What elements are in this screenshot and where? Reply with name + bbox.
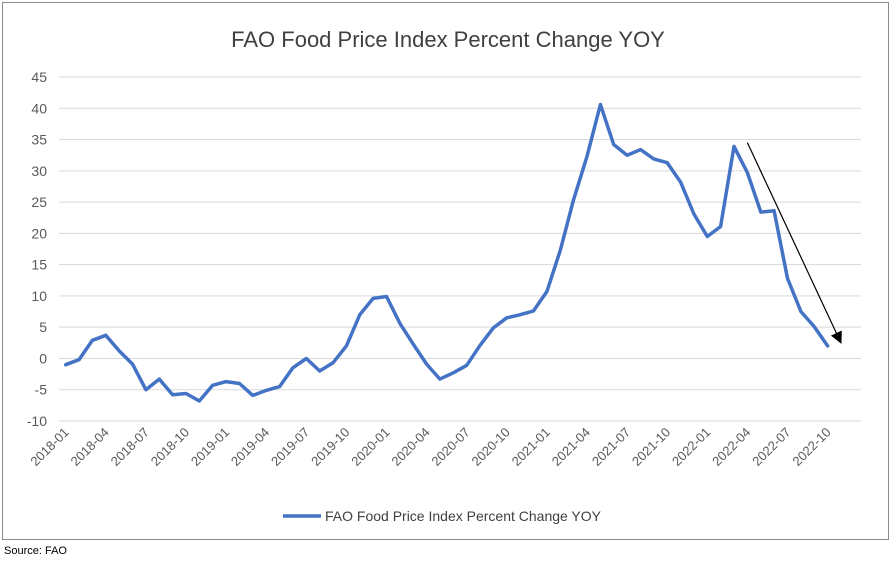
- y-tick-label: 15: [31, 257, 47, 273]
- x-tick-label: 2022-04: [709, 425, 753, 469]
- x-tick-label: 2021-07: [589, 425, 633, 469]
- chart-frame: FAO Food Price Index Percent Change YOY …: [2, 2, 889, 540]
- y-tick-label: -10: [27, 413, 47, 429]
- x-tick-label: 2022-07: [749, 425, 793, 469]
- series-layer: [63, 102, 830, 403]
- y-tick-label: 0: [39, 350, 47, 366]
- trend-arrow: [746, 142, 842, 344]
- x-tick-label: 2022-01: [669, 425, 713, 469]
- y-tick-label: 5: [39, 319, 47, 335]
- grid-lines: [59, 76, 861, 422]
- x-tick-label: 2018-10: [148, 425, 192, 469]
- y-tick-label: 20: [31, 225, 47, 241]
- x-tick-label: 2021-10: [629, 425, 673, 469]
- x-tick-label: 2022-10: [789, 425, 833, 469]
- y-axis-ticks: -10 -5 0 5 10 15 20 25 30 35 40 45: [27, 69, 47, 429]
- x-tick-label: 2018-01: [27, 425, 71, 469]
- source-note: Source: FAO: [4, 545, 67, 557]
- x-tick-label: 2020-01: [348, 425, 392, 469]
- x-tick-label: 2021-01: [509, 425, 553, 469]
- y-tick-label: -5: [35, 382, 48, 398]
- x-tick-label: 2019-04: [228, 425, 272, 469]
- y-tick-label: 30: [31, 163, 47, 179]
- x-tick-label: 2019-10: [308, 425, 352, 469]
- y-tick-label: 35: [31, 132, 47, 148]
- annotation-layer: [746, 142, 842, 344]
- x-tick-label: 2020-07: [428, 425, 472, 469]
- y-tick-label: 10: [31, 288, 47, 304]
- chart-title: FAO Food Price Index Percent Change YOY: [231, 27, 665, 52]
- y-tick-label: 25: [31, 194, 47, 210]
- y-tick-label: 45: [31, 69, 47, 85]
- x-tick-label: 2020-10: [469, 425, 513, 469]
- chart: FAO Food Price Index Percent Change YOY …: [27, 27, 861, 524]
- series-line: [63, 102, 830, 403]
- x-tick-label: 2018-04: [68, 425, 112, 469]
- x-tick-label: 2020-04: [388, 425, 432, 469]
- x-tick-label: 2019-01: [188, 425, 232, 469]
- legend: FAO Food Price Index Percent Change YOY: [283, 508, 602, 524]
- legend-label: FAO Food Price Index Percent Change YOY: [325, 508, 602, 524]
- x-tick-label: 2019-07: [268, 425, 312, 469]
- x-tick-label: 2021-04: [549, 425, 593, 469]
- y-tick-label: 40: [31, 100, 47, 116]
- x-axis-ticks: 2018-012018-042018-072018-102019-012019-…: [27, 425, 833, 469]
- x-tick-label: 2018-07: [108, 425, 152, 469]
